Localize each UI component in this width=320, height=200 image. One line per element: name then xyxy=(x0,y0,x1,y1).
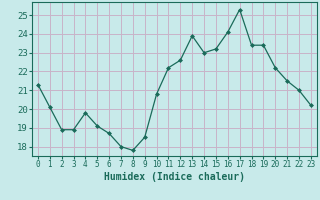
X-axis label: Humidex (Indice chaleur): Humidex (Indice chaleur) xyxy=(104,172,245,182)
